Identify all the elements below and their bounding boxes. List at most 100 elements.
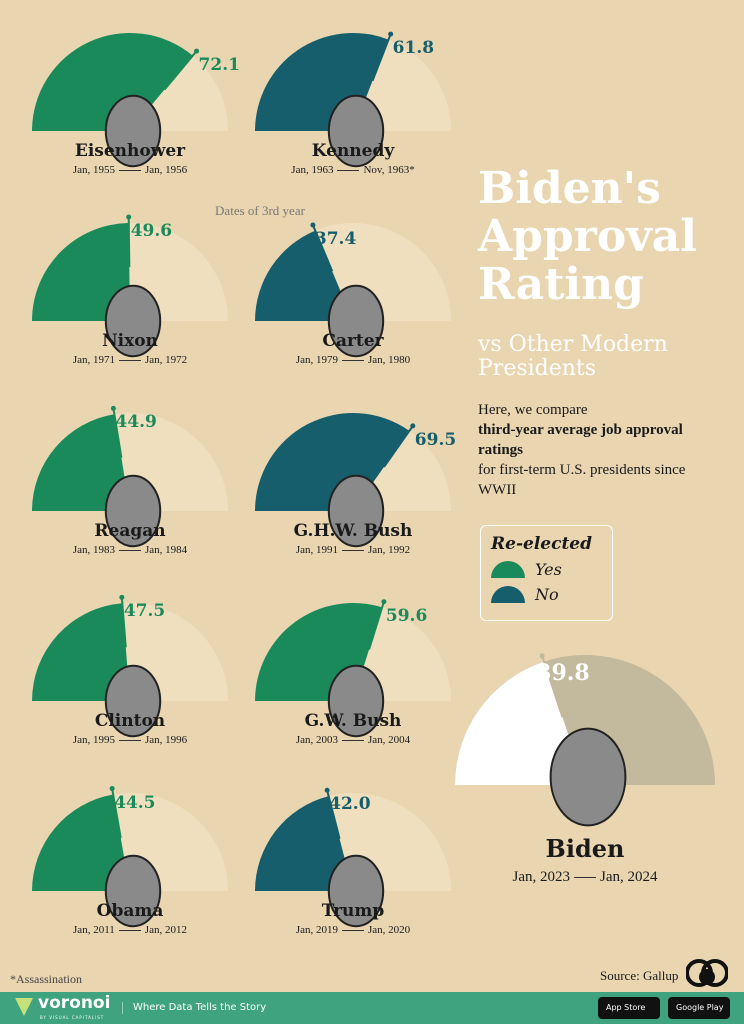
gauge-pointer-nixon <box>127 216 131 268</box>
portrait-reagan <box>104 474 162 548</box>
start-date: Jan, 1963 <box>291 164 334 176</box>
voronoi-logo-icon <box>15 998 33 1016</box>
gauge-pointer-trump <box>326 790 341 840</box>
president-name-reagan: Reagan <box>94 521 166 541</box>
president-name-eisenhower: Eisenhower <box>74 141 186 161</box>
end-date: Jan, 2004 <box>368 734 411 746</box>
date-range-g-w-bush: Jan, 2003 Jan, 2004 <box>243 733 463 747</box>
gauge-pointer-biden <box>541 655 564 718</box>
brand-sub: BY VISUAL CAPITALIST <box>40 1015 105 1020</box>
gauge-fill-carter <box>255 230 353 321</box>
portrait-trump <box>327 854 385 928</box>
chart-title: Biden's Approval Rating <box>478 163 697 310</box>
end-date: Jan, 1984 <box>145 544 188 556</box>
end-date: Jan, 1980 <box>368 354 411 366</box>
arrow-icon <box>337 169 360 171</box>
value-label-obama: 44.5 <box>114 792 156 813</box>
legend-item-no: No <box>491 585 602 604</box>
portrait-g-w-bush <box>327 664 385 738</box>
gauge-pointer-dot-nixon <box>126 214 132 220</box>
gauge-fill-g-h-w-bush <box>255 413 410 511</box>
gauge-pointer-dot-trump <box>324 787 330 793</box>
legend-label-no: No <box>535 585 559 604</box>
app-store-button[interactable]: App Store <box>598 997 660 1019</box>
portrait-carter <box>327 284 385 358</box>
arrow-icon <box>119 169 141 171</box>
gauge-pointer-dot-clinton <box>119 594 125 600</box>
date-range-clinton: Jan, 1995 Jan, 1996 <box>20 733 240 747</box>
value-label-carter: 37.4 <box>314 229 357 250</box>
arrow-icon <box>574 877 596 879</box>
legend-item-yes: Yes <box>491 560 602 579</box>
end-date: Jan, 1956 <box>145 164 188 176</box>
portrait-eisenhower <box>104 94 162 168</box>
gauge-fill-biden <box>455 661 585 785</box>
date-range-kennedy: Jan, 1963 Nov, 1963* <box>243 163 463 177</box>
date-range-trump: Jan, 2019 Jan, 2020 <box>243 923 463 937</box>
start-date: Jan, 2019 <box>295 924 338 936</box>
gauge-pointer-dot-kennedy <box>388 31 394 37</box>
google-play-button[interactable]: Google Play <box>668 997 730 1019</box>
gauge-pointer-g-h-w-bush <box>383 425 414 468</box>
arrow-icon <box>118 929 141 931</box>
start-date: Jan, 1983 <box>72 544 115 556</box>
end-date: Jan, 1972 <box>145 354 188 366</box>
legend-swatch-no <box>491 586 525 603</box>
arrow-icon <box>119 549 141 551</box>
start-date: Jan, 1995 <box>72 734 115 746</box>
legend-label-yes: Yes <box>535 560 562 579</box>
description-pre: Here, we compare <box>478 402 588 418</box>
footnote: *Assassination <box>10 972 82 986</box>
end-date: Nov, 1963* <box>363 164 415 176</box>
legend-swatch-yes <box>491 561 525 578</box>
gauge-pointer-dot-g-h-w-bush <box>410 423 416 429</box>
gauge-fill-reagan <box>32 414 130 511</box>
value-label-trump: 42.0 <box>329 794 371 815</box>
portrait-biden <box>549 727 627 827</box>
annotation-dates-of-3rd-year: Dates of 3rd year <box>215 203 305 218</box>
portrait-kennedy <box>327 94 385 168</box>
value-label-eisenhower: 72.1 <box>198 55 240 76</box>
start-date: Jan, 2011 <box>73 924 115 936</box>
chart-subtitle: vs Other Modern Presidents <box>478 332 668 381</box>
tagline: Where Data Tells the Story <box>122 1002 266 1014</box>
gauge-fill-obama <box>32 794 130 891</box>
gauge-pointer-g-w-bush <box>368 601 385 650</box>
value-label-g-h-w-bush: 69.5 <box>414 429 457 450</box>
gauge-pointer-dot-g-w-bush <box>381 599 387 605</box>
arrow-icon <box>342 929 364 931</box>
portrait-nixon <box>104 284 162 358</box>
date-range-reagan: Jan, 1983 Jan, 1984 <box>20 543 240 557</box>
gauge-pointer-dot-obama <box>109 786 115 792</box>
start-date: Jan, 1991 <box>295 544 338 556</box>
start-date: Jan, 1979 <box>295 354 338 366</box>
gauge-pointer-dot-carter <box>310 222 316 228</box>
value-label-nixon: 49.6 <box>130 221 173 241</box>
portrait-g-h-w-bush <box>327 474 385 548</box>
end-date: Jan, 1992 <box>368 544 411 556</box>
gauge-pointer-dot-reagan <box>110 405 116 411</box>
date-range-nixon: Jan, 1971 Jan, 1972 <box>20 353 240 367</box>
footer-bar: voronoi BY VISUAL CAPITALIST Where Data … <box>0 992 744 1024</box>
end-date: Jan, 2024 <box>600 869 658 885</box>
president-name-g-h-w-bush: G.H.W. Bush <box>293 521 413 541</box>
gauge-pointer-clinton <box>120 597 127 648</box>
gauge-pointer-eisenhower <box>163 50 198 91</box>
portrait-clinton <box>104 664 162 738</box>
arrow-icon <box>342 739 364 741</box>
date-range-g-h-w-bush: Jan, 1991 Jan, 1992 <box>243 543 463 557</box>
arrow-icon <box>342 549 364 551</box>
gauge-charts <box>32 31 715 928</box>
start-date: Jan, 2023 <box>512 869 571 885</box>
date-range-eisenhower: Jan, 1955 Jan, 1956 <box>20 163 240 177</box>
start-date: Jan, 1955 <box>72 164 115 176</box>
value-label-clinton: 47.5 <box>123 601 166 622</box>
gauge-fill-eisenhower <box>32 32 193 131</box>
source: Source: Gallup <box>600 968 679 983</box>
description-post: for first-term U.S. presidents since WWI… <box>478 462 686 498</box>
legend-title: Re-elected <box>491 534 592 554</box>
end-date: Jan, 1996 <box>145 734 188 746</box>
brand-name[interactable]: voronoi <box>38 993 111 1013</box>
president-name-trump: Trump <box>321 901 385 921</box>
end-date: Jan, 2012 <box>144 924 187 936</box>
